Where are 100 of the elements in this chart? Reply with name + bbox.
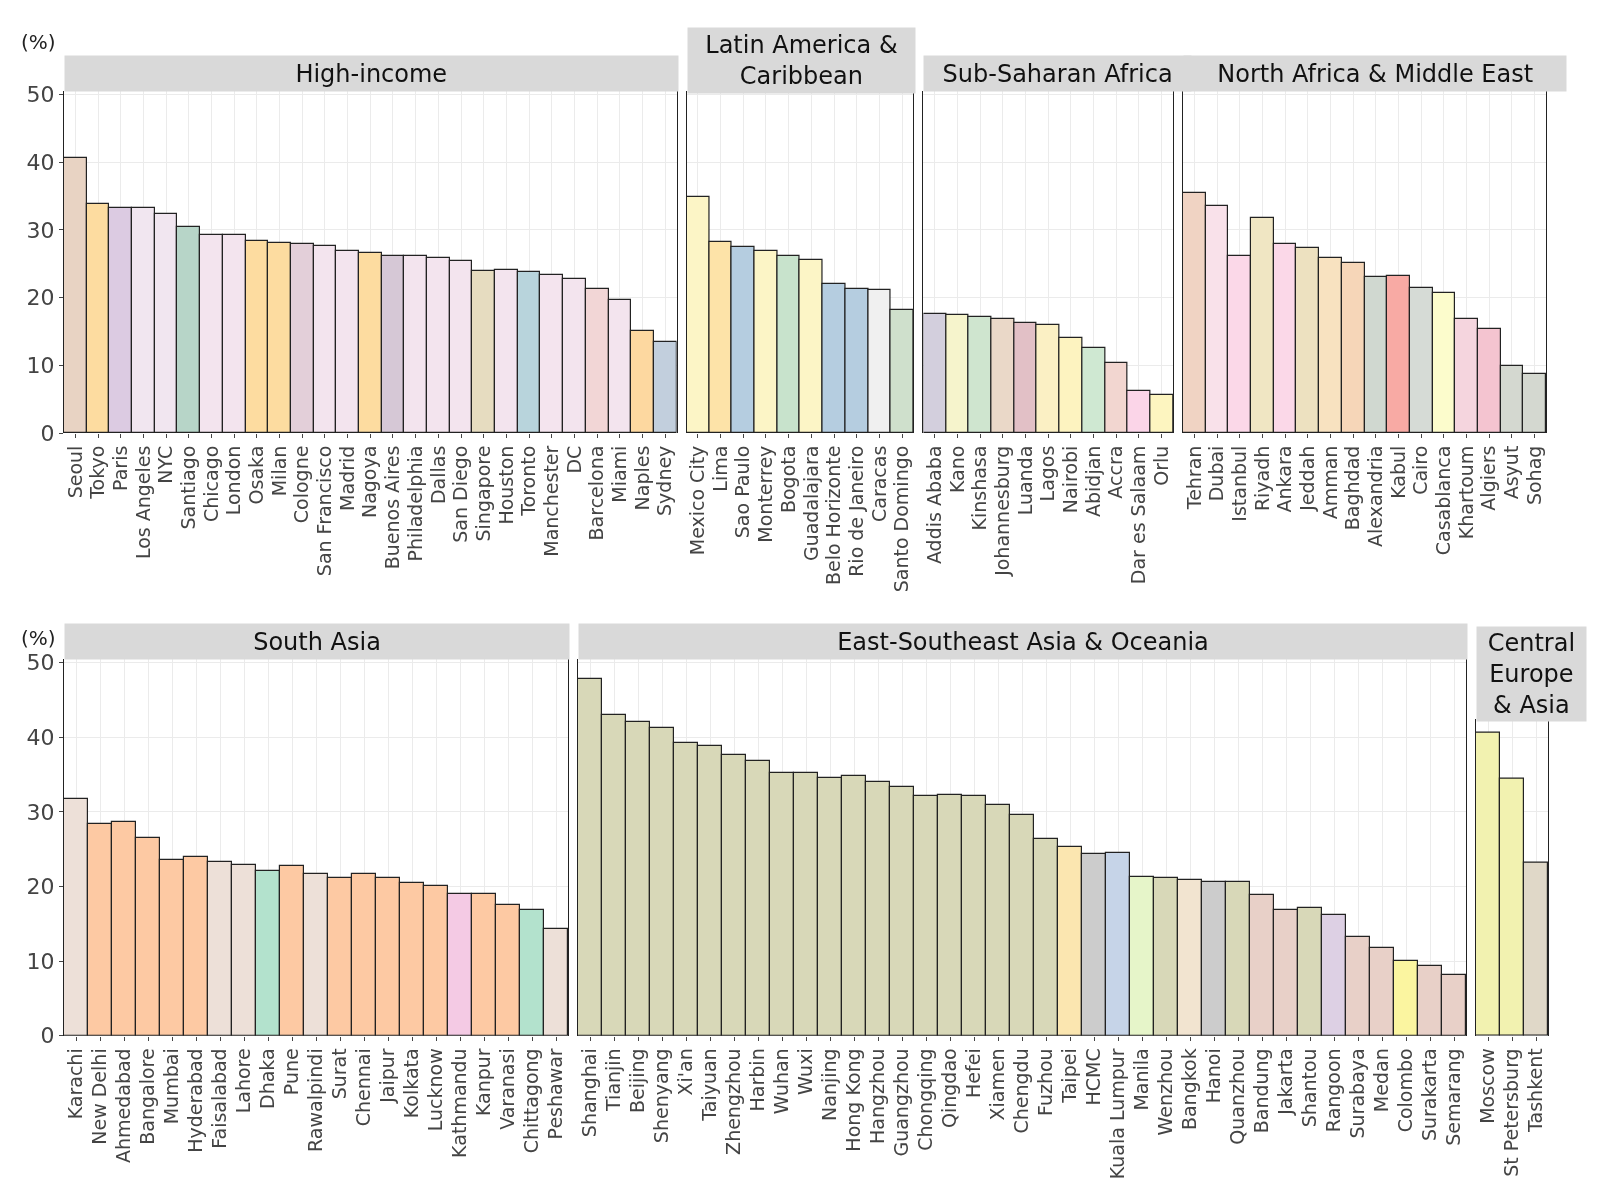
x-tick-label: Los Angeles (131, 445, 154, 560)
x-tick-label: Nanjing (818, 1048, 841, 1121)
x-tick-label: Dar es Salaam (1127, 445, 1150, 585)
x-tick-label: Pune (280, 1048, 303, 1096)
x-tick-label: Kinshasa (968, 445, 991, 531)
x-tick-label: Chengdu (1010, 1048, 1033, 1134)
x-tick-label: Madrid (335, 445, 358, 511)
x-tick-label: Sohag (1522, 445, 1545, 506)
x-tick-label: Accra (1104, 445, 1127, 499)
x-tick-label: Taiyuan (698, 1048, 721, 1122)
x-tick-label: Mumbai (160, 1048, 183, 1125)
x-tick-label: Casablanca (1432, 445, 1455, 556)
chart-title: East-Southeast Asia & Oceania (837, 627, 1209, 656)
x-tick-label: Kabul (1386, 445, 1409, 499)
x-tick-label: Bandung (1250, 1048, 1273, 1134)
x-tick-label: Semarang (1442, 1048, 1465, 1146)
x-tick-label: Sao Paulo (731, 445, 754, 539)
x-tick-label: NYC (154, 445, 177, 484)
y-tick-label: 10 (26, 353, 55, 379)
y-axis-title: (%) (21, 626, 56, 650)
x-tick-label: Lima (708, 445, 731, 492)
x-tick-label: Wuhan (770, 1048, 793, 1115)
x-tick-label: Harbin (746, 1048, 769, 1112)
x-tick-label: London (222, 445, 245, 516)
x-tick-label: Kano (945, 445, 968, 494)
y-tick-label: 10 (26, 948, 55, 974)
x-tick-label: Milan (267, 445, 290, 497)
x-tick-label: Hong Kong (842, 1048, 865, 1152)
x-tick-label: Moscow (1476, 1048, 1499, 1124)
x-tick-label: Seoul (63, 445, 86, 499)
x-tick-label: San Francisco (313, 445, 336, 577)
x-tick-label: Dubai (1205, 445, 1228, 502)
y-tick-label: 20 (26, 874, 55, 900)
y-tick-label: 50 (26, 650, 55, 676)
x-tick-label: Hanoi (1202, 1048, 1225, 1104)
x-tick-label: Kanpur (472, 1048, 495, 1117)
x-tick-label: Riyadh (1250, 445, 1273, 512)
x-tick-label: Hangzhou (866, 1048, 889, 1145)
x-tick-label: Quanzhou (1226, 1048, 1249, 1145)
chart-title: Latin America & Caribbean (705, 30, 898, 90)
x-tick-label: Alexandria (1364, 445, 1387, 548)
x-tick-label: San Diego (449, 445, 472, 543)
x-tick-label: Mexico City (686, 445, 709, 556)
x-tick-label: Manchester (539, 445, 562, 557)
x-tick-label: Ankara (1273, 445, 1296, 513)
x-tick-label: Istanbul (1227, 445, 1250, 522)
x-tick-label: Dhaka (256, 1048, 279, 1109)
x-tick-label: Varanasi (496, 1048, 519, 1130)
x-tick-label: Johannesburg (991, 445, 1014, 577)
x-tick-label: Hyderabad (184, 1048, 207, 1153)
x-tick-label: Tehran (1182, 445, 1205, 511)
y-axis-title: (%) (21, 30, 56, 54)
x-tick-label: Paris (108, 445, 131, 491)
x-tick-label: Tashkent (1524, 1048, 1547, 1133)
x-tick-label: Toronto (517, 445, 540, 517)
x-tick-label: Fuzhou (1034, 1048, 1057, 1116)
x-tick-label: Caracas (867, 445, 890, 523)
x-tick-label: Chennai (352, 1048, 375, 1127)
x-tick-label: Monterrey (754, 445, 777, 543)
chart-title: South Asia (253, 627, 381, 656)
x-tick-label: Chicago (199, 445, 222, 523)
x-tick-label: Xi'an (674, 1048, 697, 1096)
x-tick-label: Wuxi (794, 1048, 817, 1096)
y-tick-label: 40 (26, 725, 55, 751)
x-tick-label: Rangoon (1322, 1048, 1345, 1133)
x-tick-label: Lucknow (424, 1048, 447, 1132)
x-tick-label: Surakarta (1418, 1048, 1441, 1142)
x-tick-label: HCMC (1082, 1048, 1105, 1106)
x-tick-label: Algiers (1477, 445, 1500, 511)
x-tick-label: Tokyo (86, 445, 109, 500)
x-tick-label: Lagos (1036, 445, 1059, 502)
x-tick-label: Asyut (1500, 445, 1523, 500)
x-tick-label: Santiago (176, 445, 199, 530)
x-tick-label: Miami (608, 445, 631, 503)
x-tick-label: Medan (1370, 1048, 1393, 1113)
x-tick-label: Bangalore (136, 1048, 159, 1145)
y-tick-label: 0 (40, 420, 55, 446)
x-tick-label: Belo Horizonte (822, 445, 845, 586)
x-tick-label: Colombo (1394, 1048, 1417, 1133)
x-tick-label: Khartoum (1454, 445, 1477, 540)
y-tick-label: 20 (26, 285, 55, 311)
x-tick-label: Sydney (653, 445, 676, 516)
x-tick-label: Nagoya (358, 445, 381, 519)
x-tick-label: Hefei (962, 1048, 985, 1098)
y-tick-label: 50 (26, 82, 55, 108)
x-tick-label: Taipei (1058, 1048, 1081, 1104)
chart-title: North Africa & Middle East (1217, 59, 1534, 88)
x-tick-label: Shanghai (578, 1048, 601, 1138)
chart-title: Central Europe & Asia (1487, 628, 1576, 720)
x-tick-label: Shantou (1298, 1048, 1321, 1128)
x-tick-label: Naples (630, 445, 653, 511)
x-tick-label: Dallas (426, 445, 449, 505)
x-tick-label: Zhengzhou (722, 1048, 745, 1155)
x-tick-label: Orlu (1149, 445, 1172, 486)
x-tick-label: Kuala Lumpur (1106, 1048, 1129, 1180)
x-tick-label: Jaipur (376, 1048, 399, 1104)
x-tick-label: Cologne (290, 445, 313, 524)
x-tick-label: Xiamen (986, 1048, 1009, 1121)
y-tick-label: 40 (26, 149, 55, 175)
chart-title: Sub-Saharan Africa (942, 59, 1173, 88)
